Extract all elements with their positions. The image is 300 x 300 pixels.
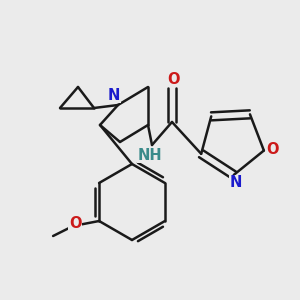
Text: O: O bbox=[167, 71, 179, 86]
Text: NH: NH bbox=[138, 148, 162, 163]
Text: N: N bbox=[108, 88, 120, 103]
Text: O: O bbox=[267, 142, 279, 157]
Text: O: O bbox=[69, 215, 81, 230]
Text: N: N bbox=[230, 176, 242, 190]
